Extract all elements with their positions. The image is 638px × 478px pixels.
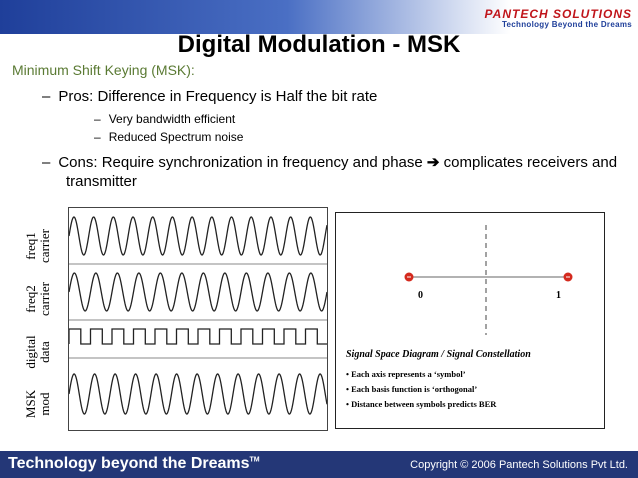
arrow-right-icon: ➔ bbox=[426, 154, 440, 171]
signal-label-line: freq2 bbox=[23, 285, 38, 313]
bullet-dash: – bbox=[42, 154, 51, 171]
bullet-dash: – bbox=[94, 130, 101, 144]
signal-label-line: data bbox=[37, 341, 52, 363]
freq2-carrier-wave bbox=[68, 272, 328, 312]
logo-tagline: Technology Beyond the Dreams bbox=[501, 20, 632, 29]
point-label-1: 1 bbox=[556, 290, 561, 301]
signal-constellation-panel: 0 1 Signal Space Diagram / Signal Conste… bbox=[335, 212, 605, 429]
signal-label-line: mod bbox=[37, 392, 52, 416]
pros-item-text: Very bandwidth efficient bbox=[108, 112, 236, 126]
cons-text: Cons: Require synchronization in frequen… bbox=[58, 154, 423, 171]
digital-data-wave bbox=[68, 328, 327, 345]
pros-subitem: – Reduced Spectrum noise bbox=[94, 130, 243, 144]
footer-tagline-text: Technology beyond the Dreams bbox=[8, 455, 250, 472]
bullet-dash: – bbox=[42, 88, 51, 105]
pros-text: Pros: Difference in Frequency is Half th… bbox=[58, 88, 378, 105]
pros-bullet: – Pros: Difference in Frequency is Half t… bbox=[42, 88, 377, 105]
slide-title: Digital Modulation - MSK bbox=[177, 31, 461, 58]
cons-text-line2: transmitter bbox=[66, 173, 137, 190]
freq1-carrier-wave bbox=[68, 216, 328, 256]
waveform-figure bbox=[68, 207, 328, 431]
constellation-svg bbox=[404, 225, 573, 335]
signal-label-line: digital bbox=[23, 335, 38, 369]
constellation-title: Signal Space Diagram / Signal Constellat… bbox=[346, 349, 531, 360]
company-logo: PANTECH SOLUTIONS Technology Beyond the … bbox=[485, 8, 632, 29]
waveform-svg bbox=[68, 216, 328, 415]
logo-brand: PANTECH SOLUTIONS bbox=[484, 7, 632, 21]
footer-copyright: Copyright © 2006 Pantech Solutions Pvt L… bbox=[410, 459, 628, 471]
signal-label-msk: MSK mod bbox=[23, 374, 52, 434]
cons-text-rest: complicates receivers and bbox=[443, 154, 618, 171]
constellation-bullet: • Each basis function is ‘orthogonal’ bbox=[346, 384, 478, 394]
signal-label-freq1: freq1 carrier bbox=[23, 216, 52, 276]
pros-subitem: – Very bandwidth efficient bbox=[94, 112, 235, 126]
signal-label-freq2: freq2 carrier bbox=[23, 269, 52, 329]
signal-label-line: carrier bbox=[37, 229, 52, 263]
signal-label-line: MSK bbox=[23, 389, 38, 419]
footer-band bbox=[0, 451, 638, 478]
signal-label-line: carrier bbox=[37, 282, 52, 316]
header-band bbox=[0, 0, 638, 34]
pros-item-text: Reduced Spectrum noise bbox=[108, 130, 244, 144]
bullet-dash: – bbox=[94, 112, 101, 126]
point-label-0: 0 bbox=[418, 290, 423, 301]
constellation-bullet: • Distance between symbols predicts BER bbox=[346, 399, 497, 409]
signal-label-line: freq1 bbox=[23, 232, 38, 260]
msk-mod-wave bbox=[68, 373, 328, 415]
footer-tagline: Technology beyond the DreamsTM bbox=[8, 455, 260, 473]
constellation-bullet: • Each axis represents a ‘symbol’ bbox=[346, 369, 466, 379]
slide-subtitle: Minimum Shift Keying (MSK): bbox=[12, 62, 195, 78]
signal-label-digital: digital data bbox=[23, 322, 52, 382]
trademark-mark: TM bbox=[249, 456, 260, 464]
cons-bullet: – Cons: Require synchronization in freque… bbox=[42, 153, 617, 171]
